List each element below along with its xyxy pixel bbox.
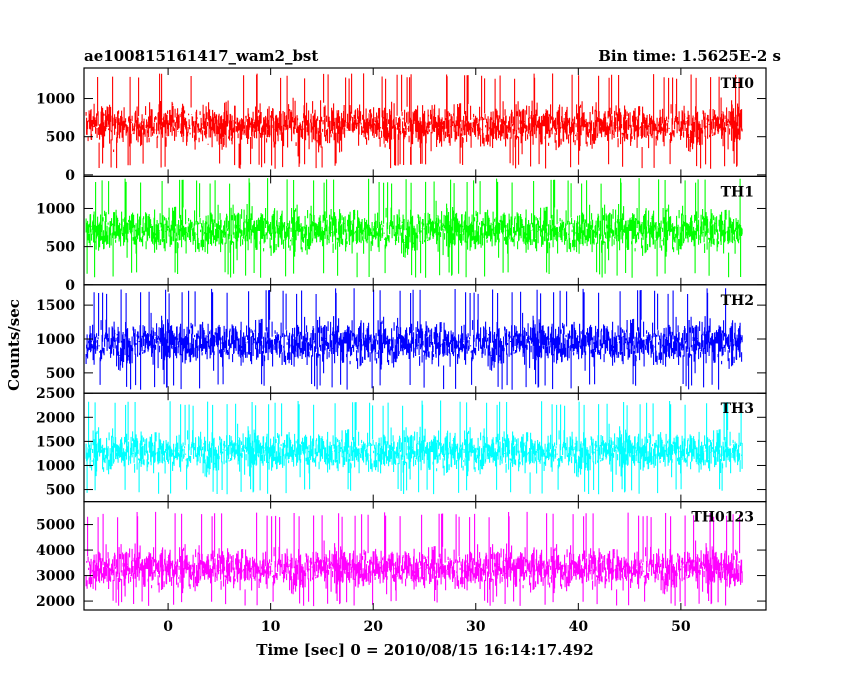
panel-th1: 0 500 1000 TH1 — [36, 175, 767, 294]
panel-label: TH2 — [721, 293, 754, 309]
y-tick-label: 1000 — [36, 332, 75, 348]
y-tick-label: 1000 — [36, 201, 75, 217]
panel-label: TH3 — [721, 401, 754, 417]
x-tick-label: 50 — [671, 619, 691, 635]
x-tick-label: 0 — [163, 619, 173, 635]
y-tick-label: 0 — [65, 168, 75, 184]
panel-th0: 0 500 1000 TH0 — [36, 67, 767, 184]
y-tick-label: 500 — [46, 130, 75, 146]
panel-label: TH0123 — [691, 510, 754, 526]
panel-label: TH1 — [721, 184, 754, 200]
left-title: ae100815161417_wam2_bst — [84, 47, 318, 65]
y-tick-label: 1500 — [36, 298, 75, 314]
y-tick-label: 4000 — [36, 543, 75, 559]
panel-label: TH0 — [721, 76, 755, 92]
series-line-th2 — [85, 288, 743, 390]
series-line-th0123 — [85, 511, 743, 607]
y-tick-label: 0 — [65, 278, 75, 294]
right-title: Bin time: 1.5625E-2 s — [598, 47, 781, 65]
panel-th2: 500 1000 1500 TH2 — [36, 284, 767, 394]
y-tick-label: 3000 — [36, 569, 75, 585]
y-tick-label: 2500 — [36, 386, 75, 402]
x-tick-label: 30 — [466, 619, 486, 635]
panel-th3: 500 1000 1500 2000 2500 TH3 — [36, 386, 767, 503]
series-line-th1 — [85, 178, 743, 278]
y-axis-label: Counts/sec — [5, 299, 23, 391]
y-tick-label: 1000 — [36, 458, 75, 474]
x-tick-label: 40 — [569, 619, 589, 635]
y-tick-label: 2000 — [36, 410, 75, 426]
series-line-th3 — [85, 400, 743, 495]
y-tick-label: 1000 — [36, 92, 75, 108]
y-tick-label: 5000 — [36, 518, 75, 534]
panel-th0123: 2000 3000 4000 5000 TH0123 — [36, 501, 767, 611]
y-tick-label: 500 — [46, 483, 75, 499]
y-tick-label: 500 — [46, 240, 75, 256]
series-line-th0 — [85, 73, 743, 169]
y-tick-label: 2000 — [36, 594, 75, 610]
x-tick-label: 20 — [363, 619, 383, 635]
x-tick-label: 10 — [261, 619, 281, 635]
y-tick-label: 1500 — [36, 434, 75, 450]
panel-frame — [83, 501, 767, 611]
y-tick-label: 500 — [46, 366, 75, 382]
x-axis-label: Time [sec] 0 = 2010/08/15 16:14:17.492 — [256, 641, 593, 659]
